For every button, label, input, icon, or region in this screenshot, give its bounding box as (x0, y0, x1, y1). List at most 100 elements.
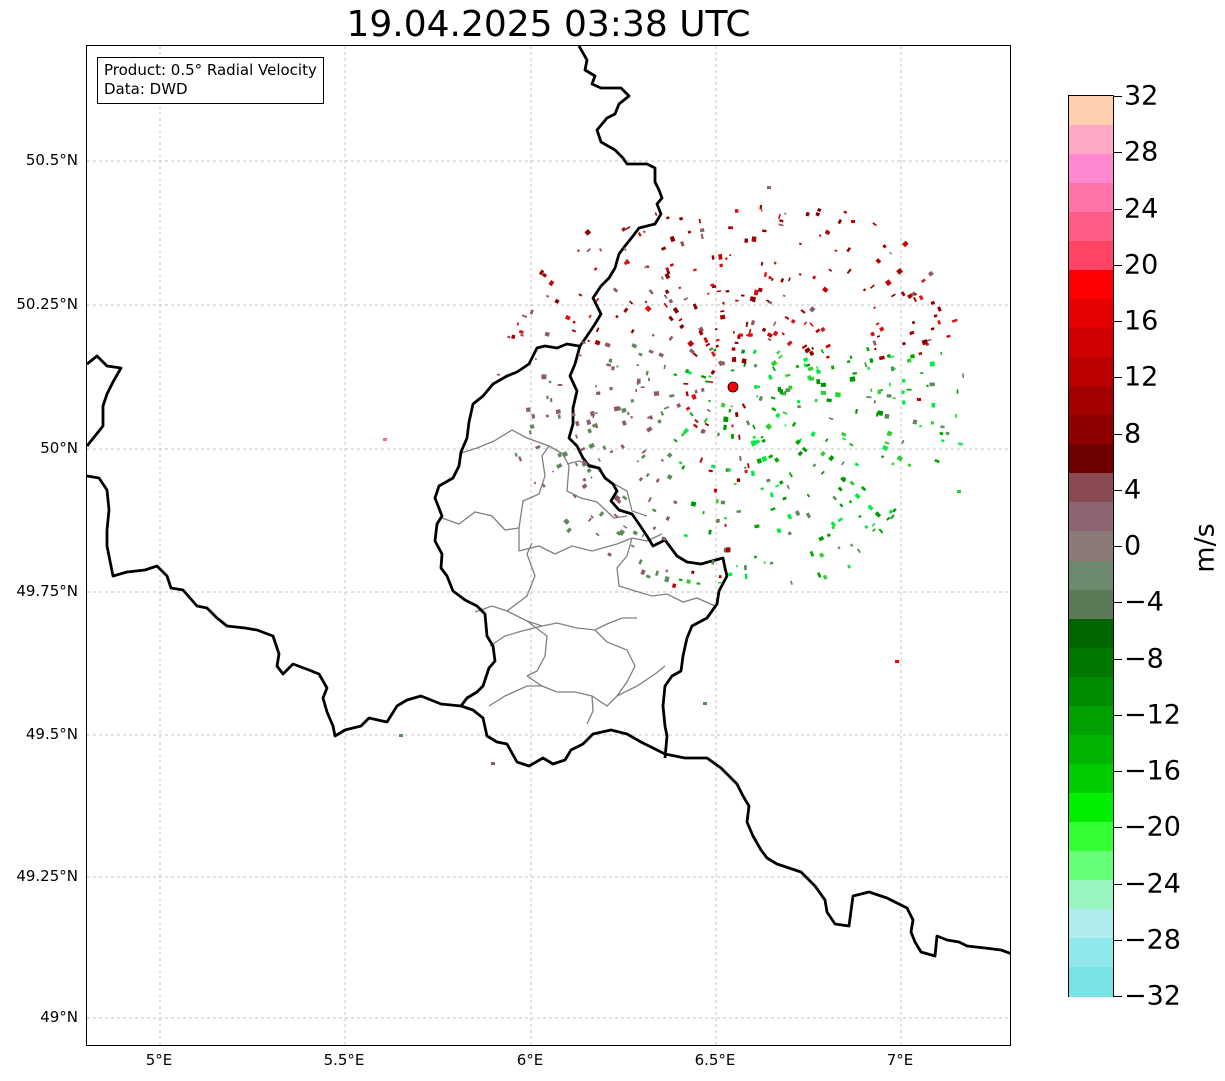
radar-echo-pixel (760, 435, 764, 439)
radar-echo-pixel (752, 424, 756, 430)
radar-echo-pixel (596, 391, 601, 396)
radar-echo-pixel (754, 385, 760, 389)
radar-echo-pixel (849, 355, 853, 359)
radar-echo-pixel (383, 438, 387, 441)
colorbar-segment (1069, 966, 1113, 997)
radar-echo-pixel (951, 318, 958, 323)
radar-echo-pixel (901, 439, 905, 445)
radar-echo-pixel (760, 209, 763, 212)
radar-echo-pixel (518, 456, 523, 462)
radar-echo-pixel (668, 315, 674, 322)
radar-echo-pixel (630, 544, 635, 548)
radar-echo-pixel (680, 431, 686, 437)
colorbar-segment (1069, 531, 1113, 562)
border-belgium-france (87, 474, 462, 738)
colorbar-segment (1069, 647, 1113, 678)
radar-echo-pixel (774, 457, 780, 463)
radar-echo-pixel (820, 390, 827, 395)
radar-echo-pixel (744, 238, 748, 243)
radar-echo-pixel (909, 330, 915, 336)
radar-echo-pixel (643, 230, 646, 234)
radar-echo-pixel (770, 396, 776, 400)
radar-echo-pixel (741, 358, 747, 364)
radar-echo-pixel (877, 410, 884, 416)
radar-echo-pixel (872, 222, 877, 227)
radar-echo-pixel (690, 501, 697, 507)
radar-echo-pixel (680, 241, 685, 247)
radar-echo-pixel (798, 272, 802, 276)
radar-echo-pixel (795, 439, 801, 445)
radar-echo-pixel (811, 346, 815, 350)
radar-echo-pixel (730, 405, 733, 408)
map-canvas[interactable] (87, 46, 1011, 1046)
colorbar-segment (1069, 241, 1113, 271)
radar-echo-pixel (744, 466, 747, 469)
radar-echo-pixel (623, 247, 627, 252)
data-source-label: Data: DWD (104, 80, 188, 98)
map-frame[interactable] (86, 45, 1011, 1046)
radar-echo-pixel (613, 494, 621, 502)
radar-echo-pixel (588, 314, 592, 319)
radar-echo-pixel (590, 476, 593, 479)
radar-echo-pixel (840, 461, 845, 466)
radar-echo-pixel (929, 382, 935, 387)
radar-echo-pixel (723, 416, 729, 423)
radar-echo-pixel (491, 762, 495, 765)
radar-echo-pixel (644, 300, 648, 304)
radar-echo-pixel (772, 321, 777, 327)
lon-label-5: 5°E (145, 1051, 173, 1069)
radar-echo-pixel (609, 450, 614, 454)
colorbar-segment (1069, 734, 1113, 765)
radar-echo-pixel (703, 336, 709, 344)
colorbar-tick-label: 16 (1124, 305, 1159, 337)
radar-echo-pixel (860, 485, 867, 492)
radar-echo-pixel (706, 408, 711, 413)
radar-echo-pixel (730, 369, 735, 372)
radar-site-marker[interactable] (727, 381, 739, 393)
radar-echo-pixel (790, 318, 796, 324)
radar-echo-pixel (828, 268, 833, 272)
canton-border-south-3 (526, 620, 548, 677)
radar-echo-pixel (557, 384, 563, 386)
radar-echo-pixel (854, 462, 860, 467)
radar-echo-pixel (875, 322, 880, 326)
colorbar-tick-label: 28 (1124, 136, 1159, 168)
radar-echo-pixel (753, 289, 759, 296)
canton-border-mid-3 (616, 537, 716, 607)
radar-echo-pixel (869, 358, 874, 364)
radar-echo-pixel (830, 365, 835, 370)
radar-echo-pixel (716, 432, 720, 437)
radar-echo-pixel (646, 265, 650, 269)
radar-echo-pixel (849, 480, 855, 486)
radar-echo-pixel (734, 412, 739, 418)
colorbar-segment (1069, 937, 1113, 968)
radar-echo-pixel (593, 267, 598, 271)
radar-echo-pixel (615, 314, 619, 319)
radar-echo-pixel (734, 341, 739, 345)
radar-echo-pixel (635, 389, 638, 393)
border-germany-luxembourg-north (567, 46, 729, 759)
radar-echo-pixel (827, 231, 830, 234)
radar-echo-pixel (616, 530, 622, 536)
radar-echo-pixel (752, 296, 757, 303)
radar-echo-pixel (645, 472, 650, 478)
radar-echo-pixel (711, 255, 715, 260)
radar-echo-pixel (673, 438, 678, 443)
colorbar-segment (1069, 386, 1113, 416)
radar-echo-pixel (602, 445, 607, 451)
radar-echo-pixel (745, 321, 749, 328)
radar-echo-pixel (698, 218, 702, 224)
radar-echo-pixel (779, 219, 784, 223)
radar-echo-pixel (613, 405, 620, 412)
radar-echo-pixel (780, 277, 785, 283)
radar-echo-pixel (703, 417, 709, 424)
border-belgium-netherlands (87, 354, 123, 447)
radar-echo-pixel (809, 322, 814, 327)
radar-echo-pixel (708, 469, 713, 473)
lat-label-50.25: 50.25°N (16, 295, 78, 313)
radar-echo-pixel (717, 581, 722, 584)
radar-echo-pixel (892, 507, 897, 513)
radar-echo-pixel (770, 360, 778, 367)
radar-echo-pixel (891, 293, 896, 298)
lat-label-50: 50°N (40, 439, 78, 457)
